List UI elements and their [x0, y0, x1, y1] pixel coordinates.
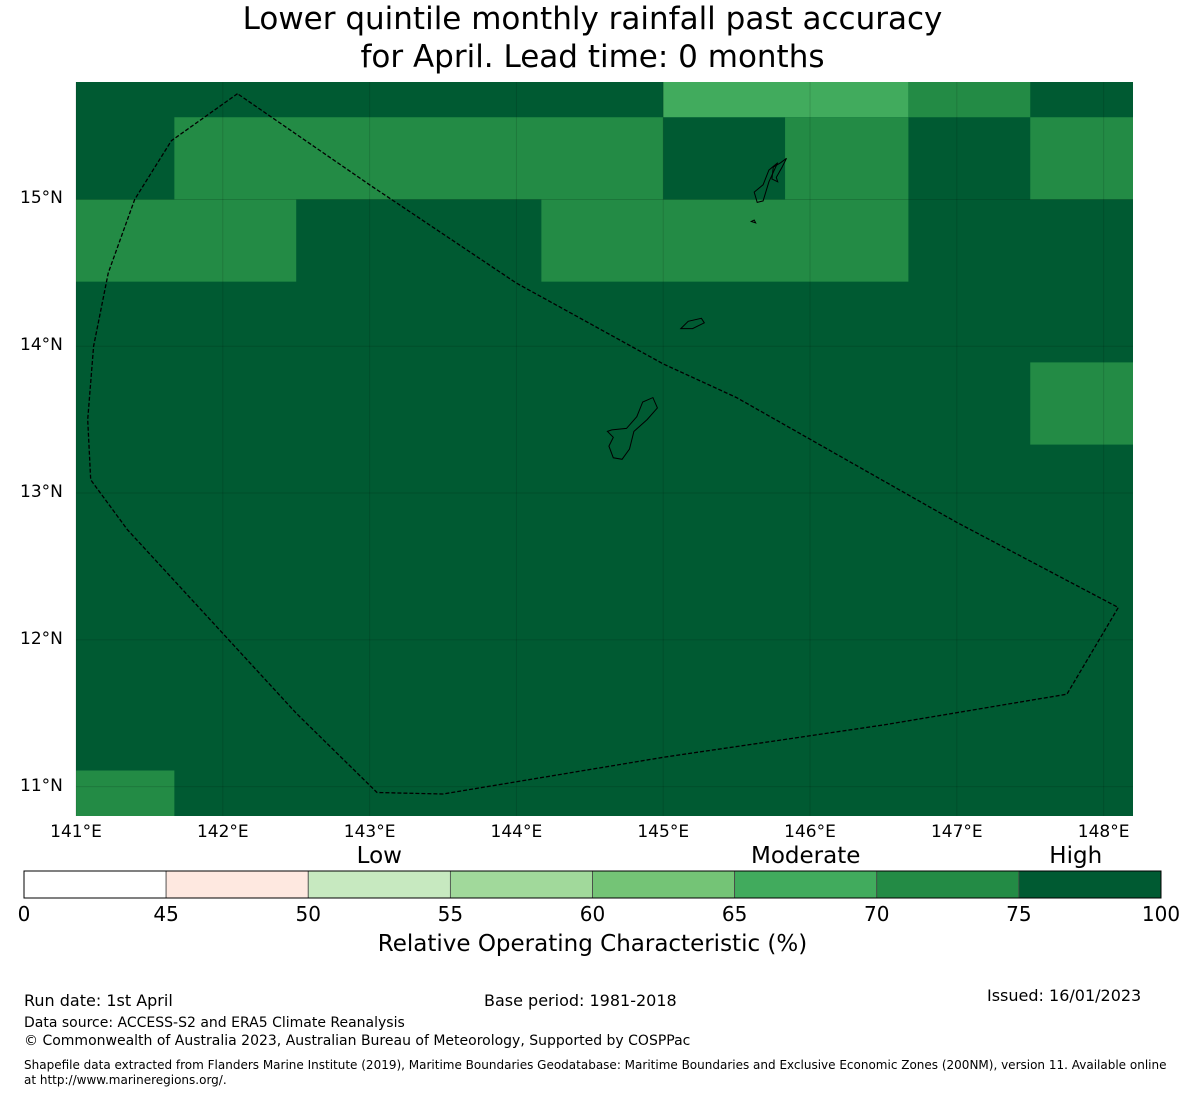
run-date: Run date: 1st April [24, 991, 173, 1010]
colorbar-tick-label: 60 [579, 902, 606, 926]
colorbar-tick-label: 45 [153, 902, 179, 926]
latitude-tick-label: 13°N [20, 482, 63, 503]
colorbar-category-low: Low [356, 843, 402, 869]
longitude-tick-label: 143°E [343, 822, 396, 842]
longitude-tick-label: 145°E [637, 822, 690, 842]
colorbar-category-high: High [1049, 843, 1103, 869]
shapefile-credit: Shapefile data extracted from Flanders M… [24, 1058, 1167, 1087]
island-outline-3 [749, 219, 757, 224]
eez-boundary [87, 92, 1120, 795]
colorbar-tick-label: 65 [721, 902, 748, 926]
grid-cell-8 [76, 770, 175, 816]
island-outline-4 [771, 157, 787, 183]
latitude-tick-label: 14°N [20, 335, 63, 356]
island-outline-0 [606, 396, 658, 460]
longitude-tick-label: 147°E [930, 822, 983, 842]
colorbar-tick-label: 100 [1141, 902, 1181, 926]
island-outline-2 [753, 162, 779, 204]
grid-cell-1 [908, 82, 1031, 118]
grid-cell-4 [1030, 117, 1133, 200]
grid-cell-6 [541, 199, 909, 282]
latitude-tick-label: 15°N [20, 188, 63, 209]
latitude-tick-label: 12°N [20, 628, 63, 649]
colorbar-tick-label: 75 [1006, 902, 1032, 926]
issued-date: Issued: 16/01/2023 [987, 986, 1142, 1005]
longitude-tick-label: 142°E [196, 822, 249, 842]
colorbar-segment-5 [734, 870, 878, 899]
map-title: Lower quintile monthly rainfall past acc… [0, 0, 1185, 76]
colorbar-tick-label: 55 [437, 902, 464, 926]
colorbar-category-moderate: Moderate [750, 843, 861, 869]
colorbar-segment-7 [1018, 870, 1162, 899]
base-period: Base period: 1981-2018 [484, 991, 677, 1010]
data-source: Data source: ACCESS-S2 and ERA5 Climate … [24, 1015, 405, 1031]
colorbar-segment-2 [307, 870, 451, 899]
colorbar-segment-0 [23, 870, 167, 899]
grid-cell-3 [785, 117, 909, 200]
map-title-line1: Lower quintile monthly rainfall past acc… [242, 1, 943, 37]
grid-cell-0 [663, 82, 909, 118]
longitude-tick-label: 141°E [50, 822, 102, 842]
grid-cell-7 [1030, 362, 1133, 445]
longitude-tick-label: 146°E [784, 822, 836, 842]
colorbar-segment-6 [876, 870, 1020, 899]
copyright-notice: © Commonwealth of Australia 2023, Austra… [24, 1033, 691, 1049]
grid-cell-5 [76, 199, 297, 282]
colorbar-segment-3 [449, 870, 593, 899]
colorbar-segment-1 [165, 870, 309, 899]
colorbar-tick-label: 70 [864, 902, 890, 926]
grid-cell-2 [174, 117, 664, 200]
map-plot-area [75, 82, 1133, 816]
latitude-tick-label: 11°N [20, 775, 63, 796]
colorbar-frame [23, 870, 1162, 899]
colorbar-tick-label: 50 [295, 902, 321, 926]
colorbar [23, 870, 1162, 899]
map-title-line2: for April. Lead time: 0 months [360, 39, 825, 75]
longitude-tick-label: 144°E [490, 822, 543, 842]
longitude-tick-label: 148°E [1077, 822, 1130, 842]
colorbar-tick-label: 0 [17, 902, 31, 926]
colorbar-title: Relative Operating Characteristic (%) [377, 931, 808, 957]
island-outline-1 [679, 317, 706, 330]
colorbar-segment-4 [592, 870, 736, 899]
